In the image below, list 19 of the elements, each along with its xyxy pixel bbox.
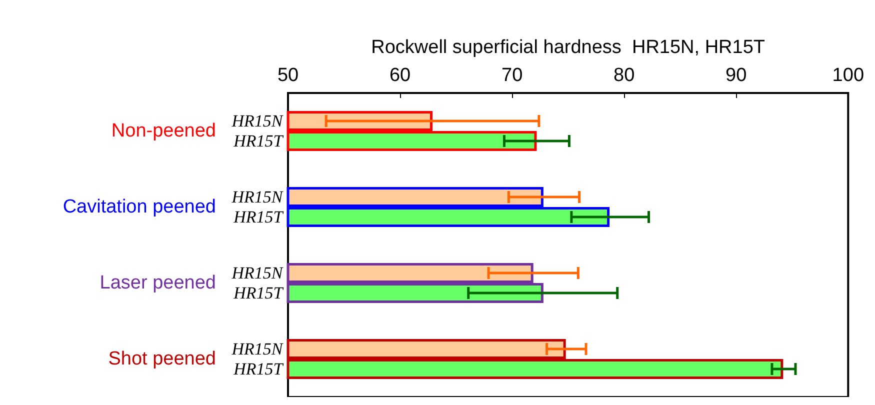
text: HR15T [234, 360, 283, 378]
x-axis-title: Rockwell superficial hardness HR15N, HR15T [371, 37, 766, 58]
x-tick-label: 60 [389, 65, 411, 86]
y-tick-label: Laser peened [100, 272, 216, 294]
x-tick-label: 100 [832, 65, 864, 86]
text: HR15N [232, 340, 283, 358]
y-tick-label: Cavitation peened [62, 196, 216, 218]
text: HR15T [234, 208, 283, 226]
series-label: HR15T [232, 132, 284, 150]
y-tick-label: Shot peened [108, 348, 216, 370]
x-tick-label: 70 [501, 65, 523, 86]
text: HR15N [232, 264, 283, 282]
x-tick-label: 50 [277, 65, 299, 86]
x-tick-label: 80 [614, 65, 635, 86]
series-label: HR15N [230, 112, 284, 130]
y-tick-label: Non-peened [111, 120, 216, 142]
text: HR15T [234, 284, 283, 302]
text: HR15N [232, 188, 283, 206]
x-tick-label: 90 [726, 65, 747, 86]
